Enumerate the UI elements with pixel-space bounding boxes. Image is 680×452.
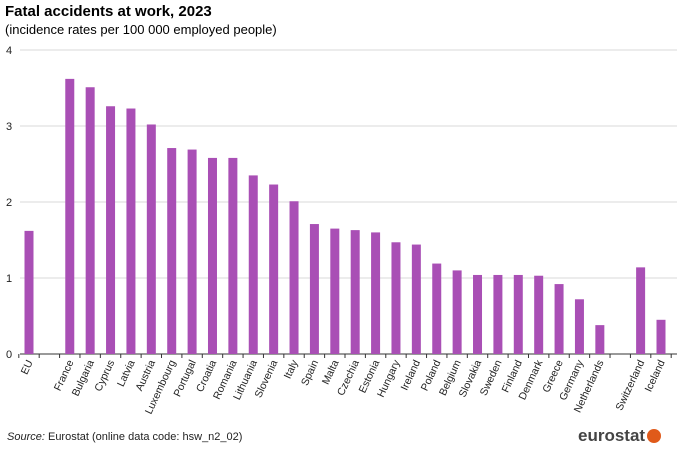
bar-ireland bbox=[411, 244, 421, 354]
chart-title: Fatal accidents at work, 2023 bbox=[5, 3, 212, 20]
bar-latvia bbox=[126, 108, 136, 355]
y-tick-label: 1 bbox=[6, 273, 12, 285]
bar-estonia bbox=[371, 232, 381, 354]
bar-portugal bbox=[187, 149, 197, 354]
bar-luxembourg bbox=[167, 148, 177, 354]
bar-czechia bbox=[350, 230, 360, 354]
source-note: Source: Eurostat (online data code: hsw_… bbox=[7, 431, 242, 443]
logo-text: eurostat bbox=[578, 426, 646, 445]
bar-slovakia bbox=[473, 274, 483, 354]
bar-cyprus bbox=[106, 106, 116, 355]
y-tick-label: 2 bbox=[6, 197, 12, 209]
bar-malta bbox=[330, 228, 340, 354]
bar-hungary bbox=[391, 242, 401, 354]
y-tick-label: 0 bbox=[6, 349, 12, 361]
x-tick-label: Spain bbox=[299, 358, 321, 388]
bar-croatia bbox=[207, 157, 217, 354]
bar-lithuania bbox=[248, 175, 258, 354]
logo-mark-icon bbox=[647, 429, 662, 443]
chart-subtitle: (incidence rates per 100 000 employed pe… bbox=[5, 22, 277, 37]
bar-netherlands bbox=[595, 325, 605, 354]
y-tick-label: 3 bbox=[6, 121, 12, 133]
source-label: Source: bbox=[7, 431, 45, 443]
bar-bulgaria bbox=[85, 87, 95, 355]
bar-italy bbox=[289, 201, 299, 354]
bar-poland bbox=[432, 263, 442, 354]
eurostat-logo: eurostat bbox=[578, 426, 662, 446]
bar-iceland bbox=[656, 319, 666, 354]
x-tick-label: EU bbox=[19, 358, 36, 376]
bar-spain bbox=[309, 224, 319, 354]
bar-belgium bbox=[452, 270, 462, 354]
x-tick-label: Malta bbox=[320, 358, 342, 386]
bar-slovenia bbox=[269, 184, 279, 354]
bar-finland bbox=[513, 274, 523, 354]
bar-austria bbox=[146, 124, 156, 354]
bar-greece bbox=[554, 284, 564, 354]
x-tick-label: Switzerland bbox=[614, 358, 648, 412]
source-text: Eurostat (online data code: hsw_n2_02) bbox=[44, 431, 243, 443]
bar-denmark bbox=[534, 275, 544, 354]
bar-france bbox=[65, 78, 75, 354]
bar-germany bbox=[574, 299, 584, 354]
bar-romania bbox=[228, 157, 238, 354]
y-tick-label: 4 bbox=[6, 45, 12, 57]
bar-sweden bbox=[493, 274, 503, 354]
bar-eu bbox=[24, 230, 34, 354]
bar-switzerland bbox=[636, 267, 646, 354]
x-tick-label: Italy bbox=[282, 358, 301, 381]
